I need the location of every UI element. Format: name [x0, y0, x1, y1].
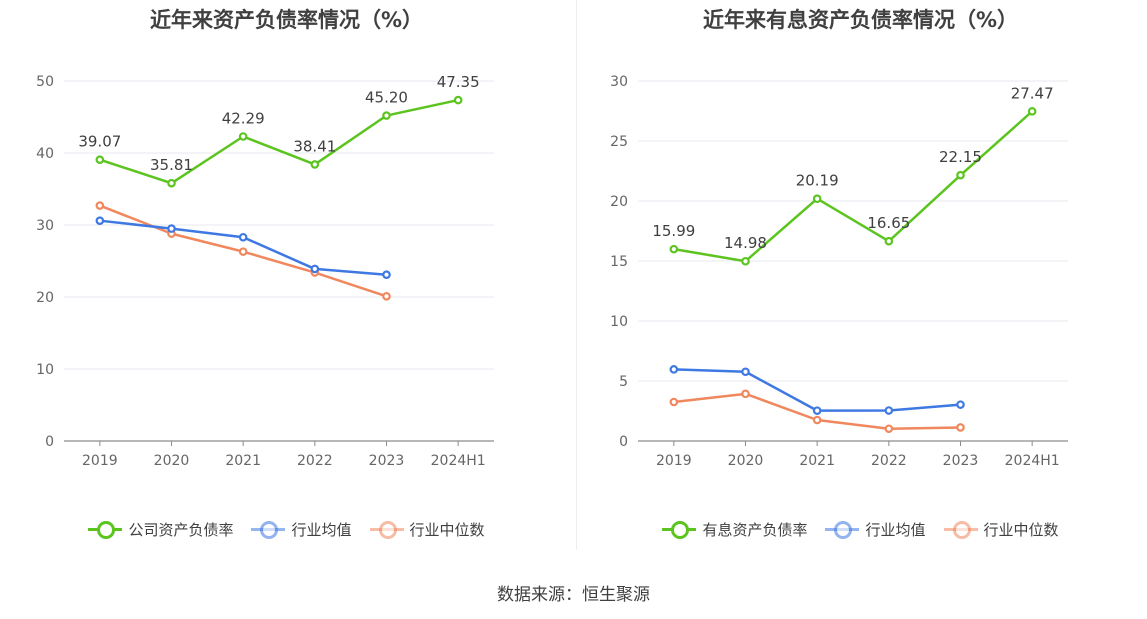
legend-label: 行业均值 — [865, 520, 926, 539]
data-label: 38.41 — [293, 137, 336, 155]
data-point — [741, 389, 750, 399]
data-label: 39.07 — [78, 133, 121, 151]
data-point — [382, 291, 391, 301]
data-point — [95, 216, 105, 225]
x-tick-label: 2023 — [943, 453, 979, 469]
data-point — [310, 264, 320, 274]
legend-item[interactable]: 行业中位数 — [943, 518, 1059, 540]
data-point — [238, 247, 248, 256]
data-point — [669, 365, 679, 374]
data-point — [956, 400, 965, 409]
y-tick-label: 0 — [45, 434, 54, 450]
x-tick-label: 2019 — [656, 453, 692, 469]
x-tick-label: 2022 — [871, 453, 907, 469]
data-point — [812, 194, 822, 204]
data-point — [1027, 107, 1037, 116]
y-tick-label: 20 — [610, 194, 628, 210]
data-point — [382, 270, 391, 279]
data-point — [382, 111, 391, 120]
data-label: 27.47 — [1011, 84, 1054, 102]
series-line — [673, 368, 961, 412]
data-point — [669, 397, 679, 407]
legend-label: 行业中位数 — [983, 520, 1059, 539]
data-label: 14.98 — [724, 234, 767, 252]
legend-item[interactable]: 有息资产负债率 — [662, 518, 807, 540]
x-tick-label: 2021 — [225, 453, 261, 469]
data-label: 20.19 — [796, 172, 839, 190]
data-point — [310, 160, 320, 169]
legend-marker-icon — [825, 518, 860, 540]
data-point — [812, 415, 822, 425]
x-tick-label: 2023 — [369, 453, 405, 469]
chart-panel-interest-bearing: 近年来有息资产负债率情况（%） 0 5 10 15 20 25 30 2019 2020 2021… — [574, 0, 1147, 560]
series-line — [99, 98, 459, 185]
data-label: 16.65 — [867, 214, 910, 232]
data-point — [167, 178, 176, 188]
series-line — [673, 110, 1033, 263]
data-label: 22.15 — [939, 148, 982, 166]
data-label: 35.81 — [150, 156, 193, 174]
legend-label: 行业均值 — [291, 520, 352, 539]
x-tick-label: 2019 — [82, 453, 118, 469]
y-tick-label: 50 — [36, 74, 54, 90]
data-point — [884, 406, 894, 415]
legend-marker-icon — [369, 518, 404, 540]
data-point — [453, 95, 463, 105]
data-source-note: 数据来源：恒生聚源 — [497, 585, 650, 605]
legend-item[interactable]: 行业均值 — [825, 518, 926, 540]
legend-label: 公司资产负债率 — [128, 520, 234, 539]
chart-panel-asset-liability: 近年来资产负债率情况（%） 0 10 20 30 40 50 2019 2020 2021 202… — [0, 0, 573, 560]
data-point — [741, 367, 750, 377]
data-point — [669, 244, 679, 254]
y-tick-label: 10 — [610, 314, 628, 330]
data-point — [884, 236, 894, 246]
data-label: 42.29 — [222, 110, 265, 128]
data-point — [741, 256, 750, 266]
data-point — [167, 224, 176, 233]
x-tick-label: 2020 — [154, 453, 190, 469]
legend-item[interactable]: 行业均值 — [251, 518, 352, 540]
data-point — [812, 406, 822, 415]
data-point — [238, 132, 248, 141]
data-label: 45.20 — [365, 89, 408, 107]
data-point — [238, 232, 248, 242]
data-point — [95, 155, 105, 164]
legend-label: 行业中位数 — [409, 520, 485, 539]
legend-marker-icon — [251, 518, 286, 540]
legend-item[interactable]: 公司资产负债率 — [88, 518, 233, 540]
y-tick-label: 0 — [619, 434, 628, 450]
y-tick-label: 25 — [610, 134, 628, 150]
legend-marker-icon — [88, 518, 123, 540]
y-tick-label: 5 — [619, 374, 628, 390]
legend-marker-icon — [943, 518, 978, 540]
data-point — [884, 424, 894, 434]
x-tick-label: 2024H1 — [431, 453, 486, 469]
x-tick-label: 2024H1 — [1005, 453, 1060, 469]
data-point — [95, 201, 105, 210]
data-point — [956, 170, 965, 180]
x-tick-label: 2020 — [728, 453, 764, 469]
chart-title: 近年来资产负债率情况（%） — [149, 8, 424, 32]
chart-plot-area: 0 10 20 30 40 50 2019 2020 2021 2022 2023 2024H1 39.… — [36, 73, 494, 469]
y-tick-label: 10 — [36, 362, 54, 378]
chart-legend: 有息资产负债率 行业均值 行业中位数 — [574, 518, 1147, 540]
legend-item[interactable]: 行业中位数 — [369, 518, 485, 540]
y-tick-label: 30 — [610, 74, 628, 90]
data-label: 15.99 — [652, 222, 695, 240]
chart-plot-area: 0 5 10 15 20 25 30 2019 2020 2021 2022 2023 2024H1 15… — [610, 74, 1068, 469]
chart-title: 近年来有息资产负债率情况（%） — [702, 8, 1019, 32]
y-tick-label: 40 — [36, 146, 54, 162]
x-tick-label: 2021 — [799, 453, 835, 469]
y-tick-label: 30 — [36, 218, 54, 234]
legend-marker-icon — [662, 518, 697, 540]
y-tick-label: 15 — [610, 254, 628, 270]
legend-label: 有息资产负债率 — [702, 520, 808, 539]
y-tick-label: 20 — [36, 290, 54, 306]
data-point — [956, 423, 965, 432]
data-label: 47.35 — [437, 73, 480, 91]
panel-divider — [576, 0, 577, 550]
x-tick-label: 2022 — [297, 453, 333, 469]
chart-legend: 公司资产负债率 行业均值 行业中位数 — [0, 518, 573, 540]
